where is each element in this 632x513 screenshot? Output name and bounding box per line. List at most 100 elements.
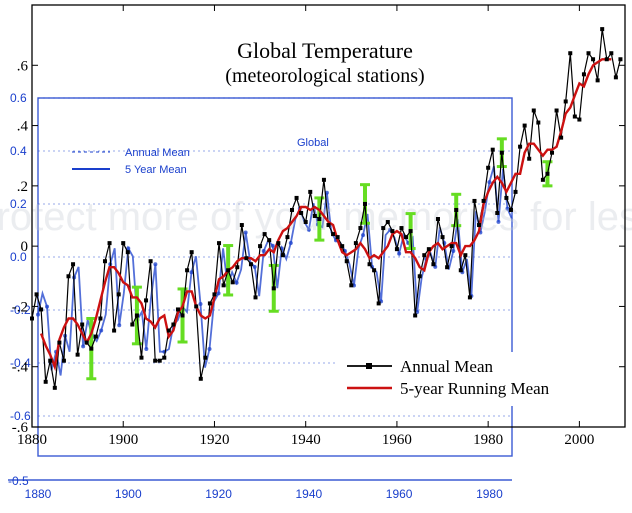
- annual-mean-point: [299, 210, 304, 215]
- overlay-point: [243, 230, 248, 235]
- annual-mean-point: [258, 244, 263, 249]
- annual-mean-point: [271, 286, 276, 291]
- annual-mean-point: [449, 244, 454, 249]
- annual-mean-point: [189, 250, 194, 255]
- annual-mean-point: [112, 328, 117, 333]
- overlay-point: [252, 264, 257, 269]
- annual-mean-point: [317, 217, 322, 222]
- annual-mean-point: [84, 340, 89, 345]
- annual-mean-point: [331, 232, 336, 237]
- annual-mean-point: [326, 223, 331, 228]
- overlay-point: [117, 323, 122, 328]
- annual-mean-point: [390, 229, 395, 234]
- overlay-point: [36, 312, 40, 317]
- annual-mean-point: [531, 108, 536, 113]
- overlay-y-tick-label: 0.6: [10, 91, 27, 105]
- overlay-point: [189, 270, 194, 275]
- annual-mean-point: [367, 262, 372, 267]
- annual-mean-point: [394, 247, 399, 252]
- overlay-point: [361, 233, 366, 238]
- annual-mean-point: [253, 295, 258, 300]
- annual-mean-point: [486, 165, 491, 170]
- annual-mean-point: [568, 51, 573, 56]
- annual-mean-point: [376, 301, 381, 306]
- annual-mean-point: [30, 316, 34, 321]
- overlay-point: [207, 347, 212, 352]
- annual-mean-point: [125, 250, 130, 255]
- x-tick-label: 1900: [108, 432, 138, 448]
- overlay-x-tick-label: 1900: [115, 487, 142, 501]
- overlay-point: [126, 246, 131, 251]
- x-tick-label: 1960: [382, 432, 412, 448]
- annual-mean-point: [130, 322, 135, 327]
- annual-mean-point: [504, 195, 509, 200]
- annual-mean-point: [303, 220, 308, 225]
- y-tick-label: -.2: [12, 299, 28, 315]
- annual-mean-point: [499, 150, 504, 155]
- annual-mean-point: [554, 108, 559, 113]
- annual-mean-point: [481, 198, 486, 203]
- annual-mean-point: [586, 51, 591, 56]
- y-tick-label: .2: [17, 179, 28, 195]
- annual-mean-point: [267, 238, 272, 243]
- overlay-x-tick-label: 1880: [25, 487, 52, 501]
- annual-mean-point: [102, 259, 107, 264]
- annual-mean-point: [121, 241, 126, 246]
- overlay-point: [153, 262, 158, 267]
- overlay-point: [270, 243, 275, 248]
- overlay-point: [234, 280, 239, 285]
- annual-mean-point: [563, 99, 568, 104]
- annual-mean-point: [321, 177, 326, 182]
- annual-mean-point: [39, 307, 44, 312]
- annual-mean-point: [490, 147, 495, 152]
- annual-mean-point: [75, 352, 80, 357]
- plot-frame: [31, 4, 626, 428]
- x-tick-label: 1940: [291, 432, 321, 448]
- overlay-point: [487, 180, 492, 185]
- annual-mean-point: [467, 295, 472, 300]
- annual-mean-point: [198, 376, 203, 381]
- annual-mean-point: [550, 150, 555, 155]
- annual-mean-point: [139, 355, 144, 360]
- legend: Annual Mean 5-year Running Mean: [338, 352, 608, 406]
- annual-mean-point: [340, 244, 345, 249]
- annual-mean-point: [171, 322, 176, 327]
- annual-mean-point: [372, 268, 377, 273]
- overlay-x-tick-label: 1940: [296, 487, 323, 501]
- x-axis: 1880 1900 1920 1940 1960 1980 2000: [17, 5, 594, 448]
- annual-mean-point: [89, 346, 94, 351]
- annual-mean-point: [385, 220, 390, 225]
- annual-mean-point: [458, 268, 463, 273]
- annual-mean-point: [221, 283, 226, 288]
- annual-mean-point: [48, 358, 53, 363]
- overlay-legend-label: 5 Year Mean: [125, 164, 187, 176]
- annual-mean-point: [417, 274, 422, 279]
- legend-annual-marker: [366, 363, 372, 369]
- annual-mean-point: [226, 268, 231, 273]
- overlay-point: [496, 219, 501, 224]
- annual-mean-point: [66, 274, 71, 279]
- chart-title: Global Temperature: [237, 38, 413, 63]
- annual-mean-point: [93, 334, 98, 339]
- y-axis: .6 .4 .2 0 -.2 -.4 -.6: [12, 58, 625, 436]
- annual-mean-point: [34, 292, 39, 297]
- y-tick-label: 0: [21, 239, 29, 255]
- legend-running-label: 5-year Running Mean: [400, 379, 550, 398]
- annual-mean-point: [513, 189, 518, 194]
- y-tick-label: .4: [17, 119, 29, 135]
- annual-mean-point: [408, 229, 413, 234]
- annual-mean-point: [235, 265, 240, 270]
- running-mean-line: [39, 58, 612, 372]
- annual-mean-point: [153, 358, 158, 363]
- annual-mean-point: [572, 114, 577, 119]
- annual-mean-point: [431, 262, 436, 267]
- annual-mean-point: [600, 27, 605, 32]
- annual-mean-point: [353, 241, 358, 246]
- annual-mean-point: [230, 280, 235, 285]
- annual-mean-point: [604, 57, 609, 62]
- annual-mean-point: [276, 241, 281, 246]
- annual-mean-point: [57, 340, 62, 345]
- annual-mean-point: [404, 235, 409, 240]
- overlay-point: [261, 249, 266, 253]
